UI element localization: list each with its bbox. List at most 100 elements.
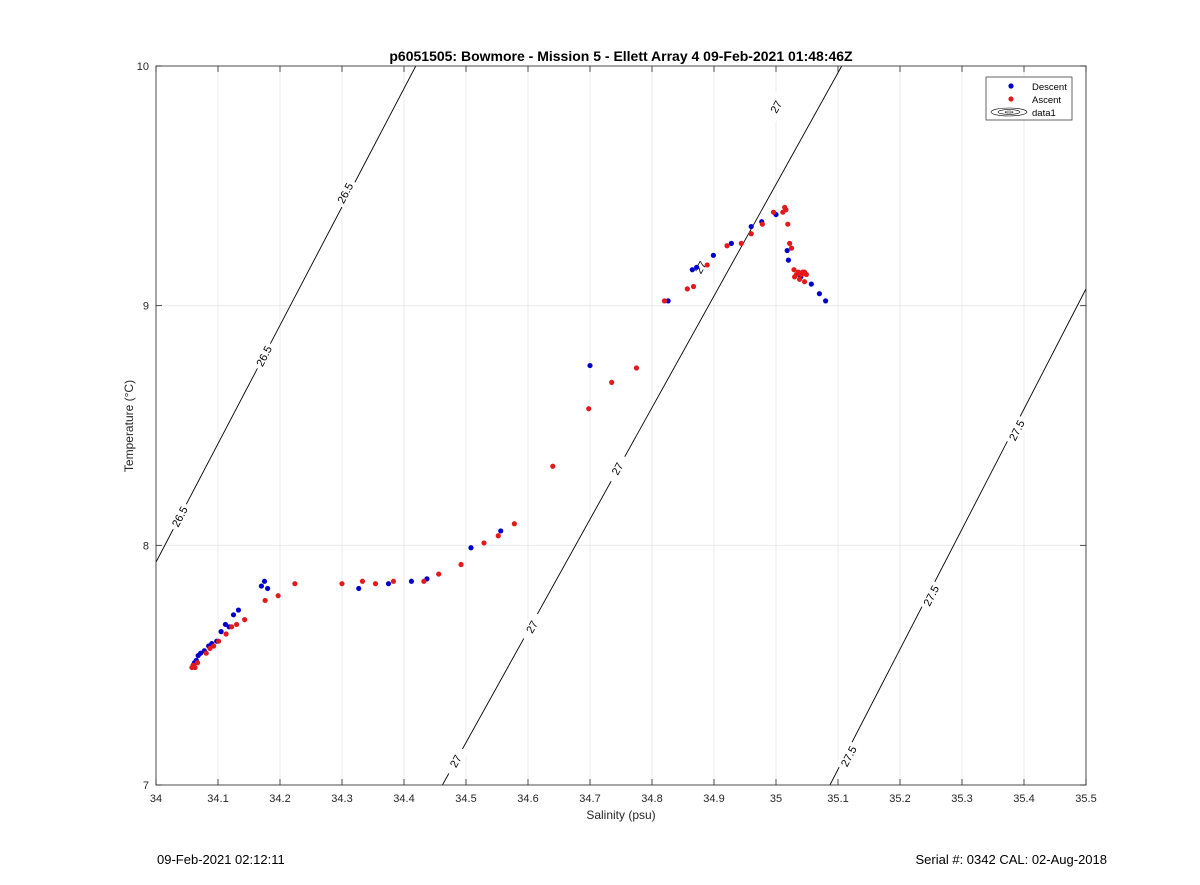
ascent-point	[770, 209, 777, 215]
descent-point	[222, 621, 229, 628]
x-tick-label: 34.2	[269, 793, 290, 805]
ascent-point	[586, 406, 592, 412]
footer-serial-cal: Serial #: 0342 CAL: 02-Aug-2018	[915, 852, 1107, 867]
isopycnal-label-bg	[518, 611, 545, 643]
descent-point	[823, 298, 829, 304]
x-tick-label: 34.7	[579, 793, 600, 805]
ascent-point	[275, 593, 281, 599]
isopycnal-label-text: 27	[524, 619, 540, 636]
descent-point	[816, 291, 823, 297]
ascent-point	[458, 561, 464, 568]
x-tick-label: 34.1	[207, 793, 228, 805]
ascent-point	[801, 279, 808, 285]
ascent-point	[748, 231, 754, 237]
isopycnal-line	[829, 288, 1086, 785]
legend-ascent-marker	[1008, 96, 1014, 102]
x-tick-label: 34.3	[331, 793, 352, 805]
ascent-point	[223, 631, 229, 637]
legend-descent-marker	[1008, 83, 1014, 89]
x-tick-label: 35	[770, 793, 782, 805]
ascent-point	[216, 638, 222, 644]
ascent-point	[359, 578, 366, 584]
isopycnal-label: 27	[442, 745, 469, 777]
ascent-point	[292, 581, 298, 587]
isopycnal-label-text: 27	[769, 99, 785, 116]
legend-descent-label: Descent	[1032, 82, 1067, 93]
ascent-point	[511, 521, 517, 527]
isopycnal-label-bg	[918, 580, 944, 612]
descent-point	[784, 247, 790, 254]
ascent-point	[372, 581, 379, 587]
ascent-point	[495, 533, 501, 539]
ascent-point	[229, 624, 235, 630]
isopycnal-label-bg	[1003, 414, 1030, 446]
descent-point	[785, 257, 792, 263]
isopycnal-label-text: 27	[610, 461, 626, 478]
chart-title: p6051505: Bowmore - Mission 5 - Ellett A…	[389, 48, 853, 64]
y-tick-label: 9	[143, 301, 149, 313]
descent-point	[689, 267, 695, 273]
x-tick-label: 34.8	[641, 793, 662, 805]
descent-point	[710, 252, 716, 258]
ascent-point	[661, 298, 668, 304]
x-tick-label: 35.4	[1013, 793, 1034, 805]
ascent-point	[690, 283, 697, 290]
data-points	[189, 204, 829, 671]
x-tick-label: 34.4	[393, 793, 414, 805]
ascent-point	[192, 664, 198, 671]
x-tick-label: 35.5	[1075, 793, 1096, 805]
legend-ascent-label: Ascent	[1032, 95, 1061, 106]
isopycnal-label-bg	[763, 91, 789, 123]
x-tick-label: 34	[150, 793, 162, 805]
ascent-point	[194, 660, 201, 666]
y-tick-label: 8	[143, 540, 149, 552]
descent-point	[587, 362, 593, 369]
descent-point	[694, 264, 700, 270]
footer-timestamp: 09-Feb-2021 02:12:11	[157, 852, 285, 867]
descent-point	[356, 585, 362, 592]
isopycnal-label-bg	[251, 340, 277, 372]
plot-area	[156, 66, 1086, 785]
x-tick-label: 34.9	[703, 793, 724, 805]
isopycnal-line	[442, 66, 843, 785]
ascent-point	[724, 243, 730, 249]
ascent-point	[211, 643, 217, 649]
y-tick-label: 10	[137, 61, 149, 73]
legend-box	[985, 76, 1073, 121]
isopycnal-label-bg	[442, 745, 469, 777]
descent-point	[748, 223, 754, 230]
isopycnal-label-bg	[604, 453, 631, 485]
descent-point	[235, 607, 242, 613]
isopycnal-label-bg	[332, 177, 358, 209]
ascent-point	[609, 379, 615, 385]
isopycnal-label-bg	[835, 740, 862, 772]
descent-point	[728, 240, 734, 246]
legend: Descent Ascent data1	[985, 76, 1073, 121]
y-axis-label: Temperature (°C)	[122, 380, 136, 472]
x-axis-label: Salinity (psu)	[586, 808, 655, 822]
descent-point	[230, 612, 237, 618]
ascent-point	[390, 578, 397, 584]
isopycnal-label-bg	[166, 500, 193, 533]
legend-data1-label: data1	[1032, 108, 1056, 119]
ascent-point	[796, 276, 803, 282]
isopycnal-line	[156, 66, 417, 563]
ascent-point	[421, 578, 427, 584]
descent-point	[385, 581, 392, 587]
descent-point	[408, 578, 415, 584]
x-tick-label: 35.1	[827, 793, 848, 805]
ascent-point	[803, 271, 809, 278]
ascent-point	[436, 571, 442, 577]
ascent-point	[684, 286, 690, 292]
x-tick-label: 34.5	[455, 793, 476, 805]
ascent-point	[234, 621, 240, 628]
ascent-point	[633, 365, 640, 371]
x-tick-label: 35.2	[889, 793, 910, 805]
ascent-point	[738, 240, 744, 246]
x-tick-label: 35.3	[951, 793, 972, 805]
ascent-point	[242, 617, 248, 623]
legend-contour-icon	[990, 107, 1028, 117]
ascent-point	[262, 597, 268, 604]
descent-point	[261, 578, 268, 584]
